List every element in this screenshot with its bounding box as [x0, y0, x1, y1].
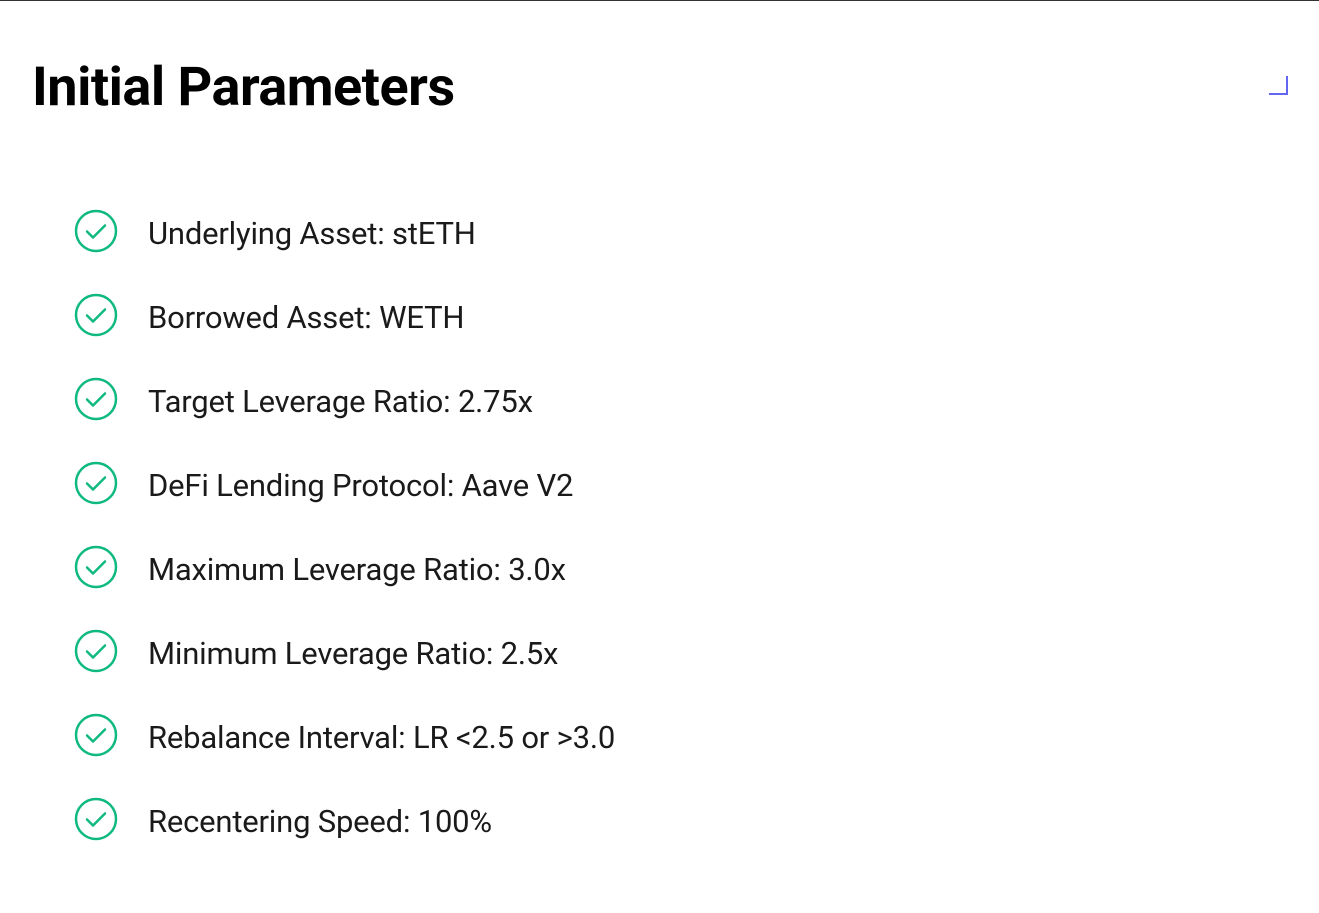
check-circle-icon	[74, 545, 118, 593]
list-item: DeFi Lending Protocol: Aave V2	[74, 461, 1287, 509]
check-circle-icon	[74, 713, 118, 761]
parameter-text: Underlying Asset: stETH	[148, 215, 476, 252]
parameter-text: DeFi Lending Protocol: Aave V2	[148, 467, 573, 504]
parameter-list: Underlying Asset: stETH Borrowed Asset: W…	[32, 209, 1287, 845]
list-item: Minimum Leverage Ratio: 2.5x	[74, 629, 1287, 677]
parameter-text: Maximum Leverage Ratio: 3.0x	[148, 551, 566, 588]
list-item: Maximum Leverage Ratio: 3.0x	[74, 545, 1287, 593]
list-item: Target Leverage Ratio: 2.75x	[74, 377, 1287, 425]
list-item: Borrowed Asset: WETH	[74, 293, 1287, 341]
list-item: Rebalance Interval: LR <2.5 or >3.0	[74, 713, 1287, 761]
check-circle-icon	[74, 461, 118, 509]
check-circle-icon	[74, 797, 118, 845]
check-circle-icon	[74, 629, 118, 677]
list-item: Recentering Speed: 100%	[74, 797, 1287, 845]
parameter-text: Target Leverage Ratio: 2.75x	[148, 383, 533, 420]
page-title: Initial Parameters	[32, 56, 1287, 119]
parameter-text: Recentering Speed: 100%	[148, 803, 492, 840]
parameter-text: Minimum Leverage Ratio: 2.5x	[148, 635, 558, 672]
list-item: Underlying Asset: stETH	[74, 209, 1287, 257]
check-circle-icon	[74, 209, 118, 257]
slide-content: Initial Parameters Underlying Asset: stE…	[0, 0, 1319, 913]
check-circle-icon	[74, 377, 118, 425]
parameter-text: Rebalance Interval: LR <2.5 or >3.0	[148, 719, 615, 756]
parameter-text: Borrowed Asset: WETH	[148, 299, 464, 336]
top-divider	[0, 0, 1319, 1]
corner-crop-mark-icon	[1267, 74, 1289, 100]
check-circle-icon	[74, 293, 118, 341]
